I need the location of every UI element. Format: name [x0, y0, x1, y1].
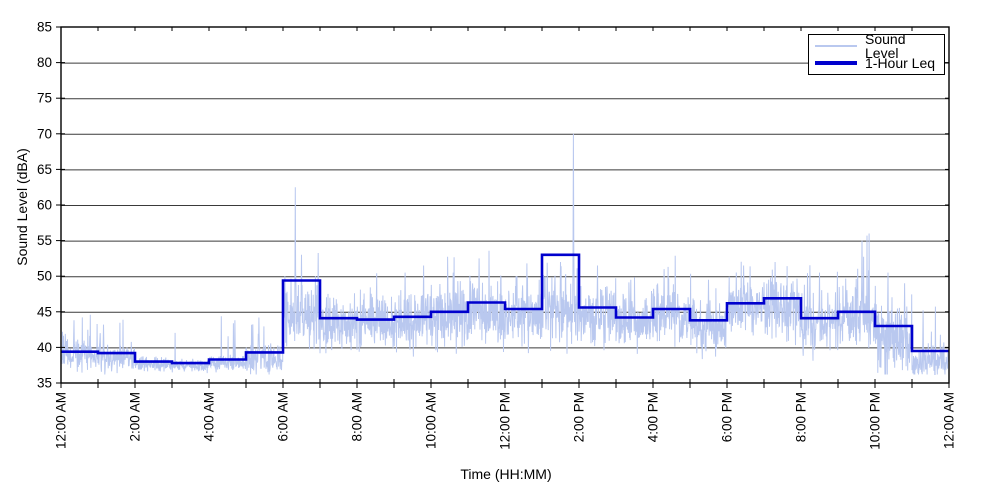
legend-item-sound-level: Sound Level: [815, 32, 938, 60]
y-tick-label: 80: [37, 55, 52, 70]
leq-line-swatch: [815, 60, 857, 65]
y-tick-label: 45: [37, 304, 52, 319]
x-tick-labels: 12:00 AM 2:00 AM 4:00 AM 6:00 AM 8:00 AM 10:0…: [54, 392, 957, 450]
y-tick-label: 40: [37, 340, 52, 355]
x-tick-label: 6:00 PM: [720, 392, 735, 442]
legend-label-leq: 1-Hour Leq: [865, 54, 936, 71]
x-tick-label: 12:00 AM: [54, 392, 69, 449]
legend-item-leq: 1-Hour Leq: [815, 55, 938, 71]
legend-label-sound-level: Sound Level: [865, 31, 906, 62]
axis-ticks: [56, 26, 950, 388]
x-tick-label: 2:00 AM: [128, 392, 143, 442]
x-tick-label: 10:00 PM: [868, 392, 883, 450]
gridlines: [61, 62, 949, 349]
x-tick-label: 8:00 PM: [794, 392, 809, 442]
x-tick-label: 12:00 PM: [498, 392, 513, 450]
sound-level-line-swatch: [815, 45, 857, 48]
x-tick-label: 6:00 AM: [276, 392, 291, 442]
y-tick-label: 70: [37, 126, 52, 141]
y-tick-label: 35: [37, 376, 52, 391]
x-tick-label: 4:00 PM: [646, 392, 661, 442]
y-tick-label: 55: [37, 233, 52, 248]
y-tick-label: 85: [37, 20, 52, 35]
y-axis-title: Sound Level (dBA): [14, 148, 30, 266]
x-tick-label: 2:00 PM: [572, 392, 587, 442]
x-tick-label: 10:00 AM: [424, 392, 439, 449]
y-tick-label: 50: [37, 269, 52, 284]
y-tick-label: 60: [37, 198, 52, 213]
y-tick-label: 75: [37, 91, 52, 106]
y-tick-labels: 35 40 45 50 55 60 65 70 75 80 85: [37, 20, 52, 391]
x-tick-label: 12:00 AM: [942, 392, 957, 449]
legend: Sound Level 1-Hour Leq: [808, 32, 945, 75]
leq-line: [61, 253, 949, 365]
x-tick-label: 8:00 AM: [350, 392, 365, 442]
x-tick-label: 4:00 AM: [202, 392, 217, 442]
y-tick-label: 65: [37, 162, 52, 177]
sound-level-line: [61, 133, 949, 375]
x-axis-title: Time (HH:MM): [460, 466, 552, 482]
